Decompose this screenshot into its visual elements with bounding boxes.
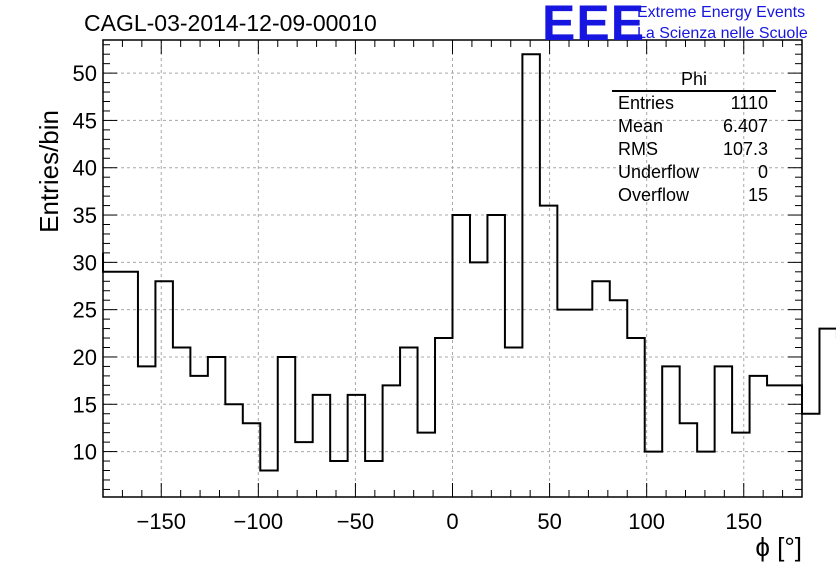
stats-row-rms: RMS 107.3 xyxy=(612,138,776,161)
stats-value: 15 xyxy=(747,185,768,205)
stats-label: Overflow xyxy=(618,185,690,205)
stats-label: Entries xyxy=(618,93,675,113)
y-tick-label: 15 xyxy=(73,392,97,417)
y-tick-label: 40 xyxy=(73,156,97,181)
y-axis-label: Entries/bin xyxy=(34,110,64,233)
stats-value: 1110 xyxy=(730,93,768,113)
axis-ticks xyxy=(102,40,803,497)
stats-label: Underflow xyxy=(618,162,700,182)
y-tick-label: 50 xyxy=(73,61,97,86)
y-tick-label: 10 xyxy=(73,440,97,465)
x-tick-label: −50 xyxy=(337,509,374,534)
y-tick-label: 35 xyxy=(73,203,97,228)
y-tick-label: 20 xyxy=(73,345,97,370)
x-axis-label: ϕ [°] xyxy=(755,532,802,562)
chart-title: CAGL-03-2014-12-09-00010 xyxy=(84,10,377,36)
stats-row-mean: Mean 6.407 xyxy=(612,115,776,138)
stats-label: RMS xyxy=(618,139,658,159)
stats-value: 0 xyxy=(757,162,768,182)
stats-box: Phi Entries 1110 Mean 6.407 RMS 107.3 Un… xyxy=(612,68,776,207)
eee-logo-mark: EEE xyxy=(542,0,646,51)
logo-line-1: Extreme Energy Events xyxy=(637,4,806,21)
x-tick-label: 100 xyxy=(628,509,665,534)
y-tick-label: 30 xyxy=(73,250,97,275)
logo-line-2: La Scienza nelle Scuole xyxy=(637,25,808,42)
y-tick-label: 25 xyxy=(73,298,97,323)
x-tick-label: 150 xyxy=(725,509,762,534)
x-tick-label: −150 xyxy=(136,509,186,534)
stats-box-title: Phi xyxy=(612,68,776,92)
stats-value: 107.3 xyxy=(722,139,768,159)
stats-row-overflow: Overflow 15 xyxy=(612,184,776,207)
x-tick-label: 0 xyxy=(446,509,458,534)
stats-value: 6.407 xyxy=(722,116,768,136)
axis-tick-labels: −150 −100 −50 0 50 100 150 10 15 20 25 30 35 40 45 50 xyxy=(73,61,763,534)
stats-row-entries: Entries 1110 xyxy=(612,92,776,115)
stats-label: Mean xyxy=(618,116,664,136)
x-tick-label: −100 xyxy=(234,509,284,534)
y-tick-label: 45 xyxy=(73,108,97,133)
stats-row-underflow: Underflow 0 xyxy=(612,161,776,184)
x-tick-label: 50 xyxy=(537,509,561,534)
